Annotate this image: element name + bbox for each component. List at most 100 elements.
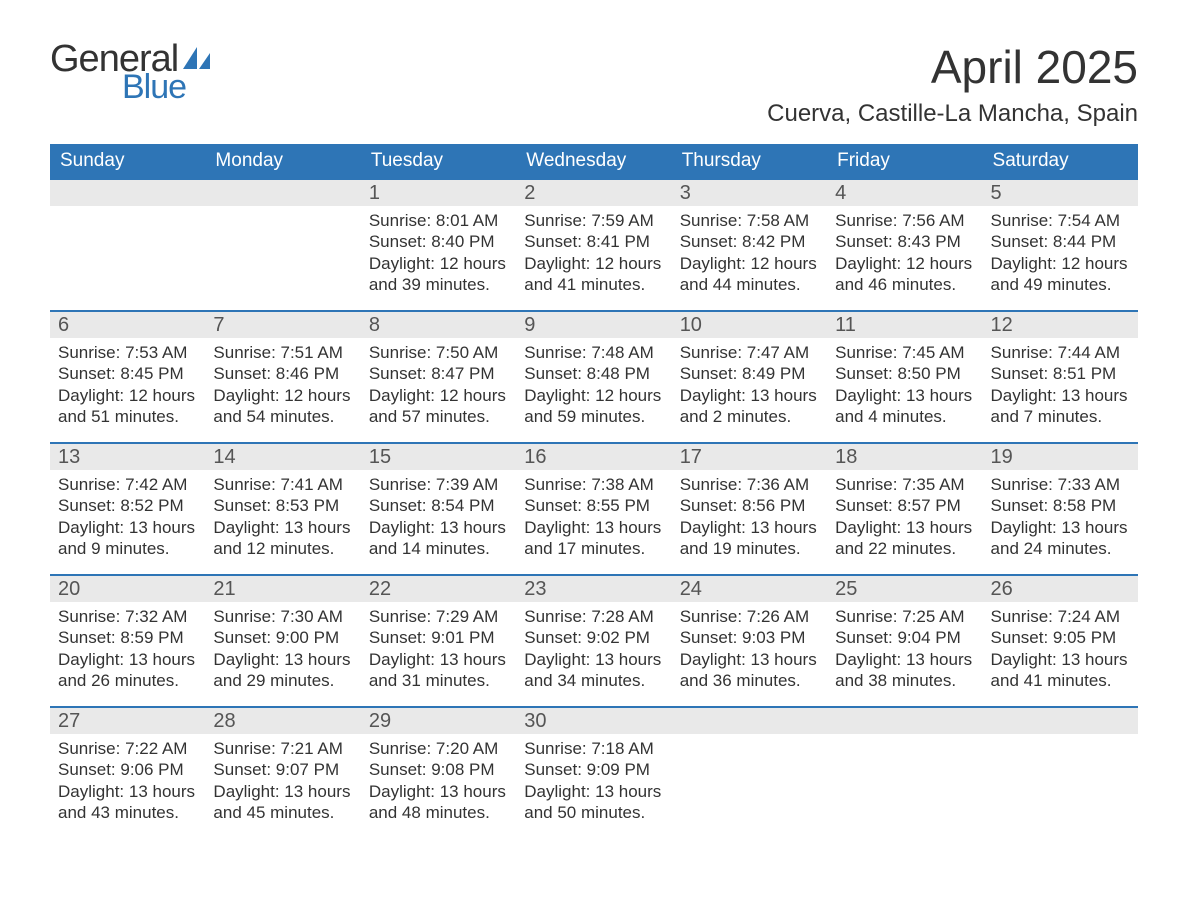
sunset-text: Sunset: 9:06 PM [58,759,197,780]
day-number: 3 [672,180,827,206]
weekday-header: Monday [205,144,360,178]
day-number [50,180,205,206]
calendar: Sunday Monday Tuesday Wednesday Thursday… [50,144,1138,838]
day-body: Sunrise: 7:24 AMSunset: 9:05 PMDaylight:… [983,602,1138,699]
daylight-text-cont: and 54 minutes. [213,406,352,427]
day-body: Sunrise: 7:42 AMSunset: 8:52 PMDaylight:… [50,470,205,567]
sunrise-text: Sunrise: 7:51 AM [213,342,352,363]
day-body: Sunrise: 7:25 AMSunset: 9:04 PMDaylight:… [827,602,982,699]
day-body: Sunrise: 7:44 AMSunset: 8:51 PMDaylight:… [983,338,1138,435]
day-number: 8 [361,312,516,338]
daylight-text: Daylight: 13 hours [835,517,974,538]
day-number [672,708,827,734]
sunrise-text: Sunrise: 7:41 AM [213,474,352,495]
daylight-text-cont: and 26 minutes. [58,670,197,691]
day-cell: 19Sunrise: 7:33 AMSunset: 8:58 PMDayligh… [983,444,1138,574]
sunset-text: Sunset: 8:43 PM [835,231,974,252]
sunrise-text: Sunrise: 7:35 AM [835,474,974,495]
day-cell: 6Sunrise: 7:53 AMSunset: 8:45 PMDaylight… [50,312,205,442]
daylight-text: Daylight: 13 hours [58,781,197,802]
day-number: 12 [983,312,1138,338]
day-number: 14 [205,444,360,470]
daylight-text: Daylight: 13 hours [369,649,508,670]
day-cell: 7Sunrise: 7:51 AMSunset: 8:46 PMDaylight… [205,312,360,442]
day-cell: 14Sunrise: 7:41 AMSunset: 8:53 PMDayligh… [205,444,360,574]
daylight-text-cont: and 43 minutes. [58,802,197,823]
day-number: 21 [205,576,360,602]
weekday-header: Sunday [50,144,205,178]
sunset-text: Sunset: 8:40 PM [369,231,508,252]
daylight-text: Daylight: 13 hours [213,649,352,670]
day-cell: 3Sunrise: 7:58 AMSunset: 8:42 PMDaylight… [672,180,827,310]
daylight-text: Daylight: 13 hours [58,649,197,670]
daylight-text: Daylight: 13 hours [213,517,352,538]
daylight-text-cont: and 49 minutes. [991,274,1130,295]
sunset-text: Sunset: 8:46 PM [213,363,352,384]
sunrise-text: Sunrise: 7:48 AM [524,342,663,363]
daylight-text: Daylight: 12 hours [835,253,974,274]
day-cell: 9Sunrise: 7:48 AMSunset: 8:48 PMDaylight… [516,312,671,442]
daylight-text: Daylight: 12 hours [524,385,663,406]
sunset-text: Sunset: 8:56 PM [680,495,819,516]
sunrise-text: Sunrise: 7:21 AM [213,738,352,759]
daylight-text-cont: and 4 minutes. [835,406,974,427]
day-number: 9 [516,312,671,338]
daylight-text-cont: and 14 minutes. [369,538,508,559]
daylight-text: Daylight: 13 hours [58,517,197,538]
sunset-text: Sunset: 8:42 PM [680,231,819,252]
day-cell: 21Sunrise: 7:30 AMSunset: 9:00 PMDayligh… [205,576,360,706]
sunrise-text: Sunrise: 7:32 AM [58,606,197,627]
daylight-text-cont: and 38 minutes. [835,670,974,691]
day-cell: 25Sunrise: 7:25 AMSunset: 9:04 PMDayligh… [827,576,982,706]
day-number: 25 [827,576,982,602]
day-number: 20 [50,576,205,602]
sunrise-text: Sunrise: 7:24 AM [991,606,1130,627]
sunrise-text: Sunrise: 7:56 AM [835,210,974,231]
sunset-text: Sunset: 9:08 PM [369,759,508,780]
day-number: 5 [983,180,1138,206]
sunset-text: Sunset: 8:47 PM [369,363,508,384]
daylight-text: Daylight: 12 hours [213,385,352,406]
sunset-text: Sunset: 8:58 PM [991,495,1130,516]
day-body: Sunrise: 7:22 AMSunset: 9:06 PMDaylight:… [50,734,205,831]
sunset-text: Sunset: 9:09 PM [524,759,663,780]
sunrise-text: Sunrise: 7:29 AM [369,606,508,627]
day-number: 24 [672,576,827,602]
day-number: 27 [50,708,205,734]
day-cell: 29Sunrise: 7:20 AMSunset: 9:08 PMDayligh… [361,708,516,838]
day-cell: 30Sunrise: 7:18 AMSunset: 9:09 PMDayligh… [516,708,671,838]
sunrise-text: Sunrise: 7:30 AM [213,606,352,627]
day-body: Sunrise: 7:45 AMSunset: 8:50 PMDaylight:… [827,338,982,435]
sunset-text: Sunset: 8:44 PM [991,231,1130,252]
daylight-text-cont: and 17 minutes. [524,538,663,559]
daylight-text: Daylight: 13 hours [524,781,663,802]
daylight-text-cont: and 51 minutes. [58,406,197,427]
sunset-text: Sunset: 9:04 PM [835,627,974,648]
sunrise-text: Sunrise: 7:20 AM [369,738,508,759]
day-cell [205,180,360,310]
day-body: Sunrise: 7:53 AMSunset: 8:45 PMDaylight:… [50,338,205,435]
weekday-header: Saturday [983,144,1138,178]
daylight-text: Daylight: 12 hours [369,253,508,274]
daylight-text: Daylight: 13 hours [991,517,1130,538]
daylight-text: Daylight: 13 hours [835,649,974,670]
sunrise-text: Sunrise: 7:42 AM [58,474,197,495]
weekday-header: Tuesday [361,144,516,178]
day-cell: 8Sunrise: 7:50 AMSunset: 8:47 PMDaylight… [361,312,516,442]
daylight-text-cont: and 12 minutes. [213,538,352,559]
day-cell: 17Sunrise: 7:36 AMSunset: 8:56 PMDayligh… [672,444,827,574]
day-body: Sunrise: 7:39 AMSunset: 8:54 PMDaylight:… [361,470,516,567]
day-cell: 20Sunrise: 7:32 AMSunset: 8:59 PMDayligh… [50,576,205,706]
day-body: Sunrise: 7:30 AMSunset: 9:00 PMDaylight:… [205,602,360,699]
week-row: 13Sunrise: 7:42 AMSunset: 8:52 PMDayligh… [50,442,1138,574]
day-cell: 5Sunrise: 7:54 AMSunset: 8:44 PMDaylight… [983,180,1138,310]
day-number: 22 [361,576,516,602]
day-number: 17 [672,444,827,470]
daylight-text-cont: and 44 minutes. [680,274,819,295]
daylight-text-cont: and 2 minutes. [680,406,819,427]
daylight-text-cont: and 9 minutes. [58,538,197,559]
sunrise-text: Sunrise: 7:50 AM [369,342,508,363]
day-cell [50,180,205,310]
weekday-header: Thursday [672,144,827,178]
weekday-header: Friday [827,144,982,178]
